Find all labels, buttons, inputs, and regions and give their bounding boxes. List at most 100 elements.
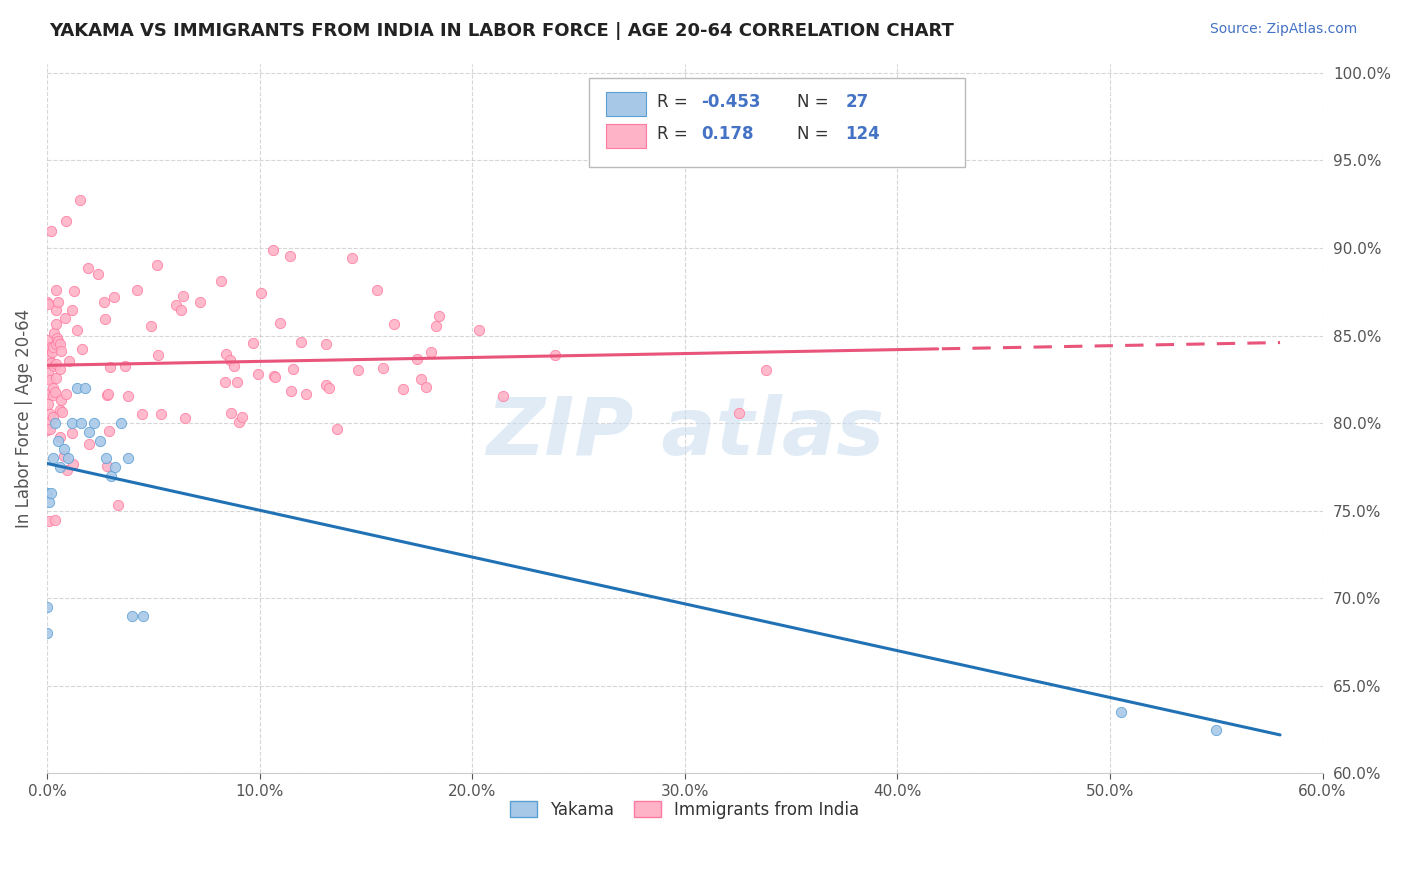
Point [231,409,253,424]
Point [382,317,405,331]
Point [55,214,77,228]
Point [37,357,59,371]
Legend: Yakama, Immigrants from India: Yakama, Immigrants from India [503,794,866,825]
Point [146,259,169,273]
Point [79,437,101,451]
Point [38,495,60,509]
Point [150,407,173,421]
Point [69,193,91,207]
Point [45,370,67,384]
Point [41,388,63,402]
Point [75,381,97,395]
Text: 27: 27 [845,93,869,111]
Point [110,416,132,430]
Point [45,357,67,371]
Point [1109,705,1132,719]
Point [41,344,63,359]
Point [38,387,60,401]
Point [278,249,301,263]
Point [49,362,72,376]
Point [70,342,93,356]
Point [60,416,83,430]
Point [544,347,567,361]
Point [38,415,60,429]
Point [66,381,89,395]
Point [79,425,101,439]
Point [347,363,370,377]
Point [41,340,63,354]
Point [280,384,302,398]
Point [728,407,751,421]
Point [38,407,60,421]
Point [114,359,136,374]
Point [93,295,115,310]
Text: N =: N = [797,93,834,111]
Point [224,359,246,373]
Point [45,337,67,351]
Point [100,468,122,483]
Point [35,600,58,615]
Point [315,377,337,392]
FancyBboxPatch shape [606,124,647,148]
Point [62,458,84,472]
FancyBboxPatch shape [589,78,966,167]
Point [97,424,120,438]
Point [318,381,340,395]
Point [420,345,443,359]
Point [172,288,194,302]
Point [35,423,58,437]
Point [262,243,284,257]
Point [62,284,84,298]
Point [188,294,211,309]
Point [342,252,364,266]
Point [146,348,169,362]
Point [35,626,58,640]
Point [89,434,111,448]
Point [117,389,139,403]
Point [42,451,65,466]
Point [55,463,77,477]
Point [218,352,240,367]
Point [103,290,125,304]
Point [51,405,73,419]
Point [170,303,193,318]
Point [1205,723,1227,737]
Point [52,449,75,463]
Point [38,514,60,528]
Point [48,459,70,474]
Point [295,387,318,401]
Text: -0.453: -0.453 [702,93,761,111]
Point [39,356,62,370]
Point [45,317,67,331]
Point [46,294,69,309]
Point [97,387,120,401]
Text: Source: ZipAtlas.com: Source: ZipAtlas.com [1209,22,1357,37]
Point [409,372,432,386]
Point [37,397,59,411]
Point [39,224,62,238]
Point [83,416,105,430]
Point [46,334,69,348]
Point [35,295,58,310]
Point [37,333,59,347]
Point [215,346,238,360]
Point [45,283,67,297]
Point [58,354,80,368]
Point [425,319,447,334]
Point [44,385,66,400]
Point [37,371,59,385]
Point [209,274,232,288]
Point [415,380,437,394]
Point [121,608,143,623]
Point [37,366,59,380]
Point [263,370,285,384]
Point [66,323,89,337]
Point [242,335,264,350]
Point [250,286,273,301]
Point [269,316,291,330]
Point [37,343,59,357]
Point [42,359,65,373]
Text: ZIP atlas: ZIP atlas [485,394,884,472]
Y-axis label: In Labor Force | Age 20-64: In Labor Force | Age 20-64 [15,310,32,528]
Point [45,303,67,318]
